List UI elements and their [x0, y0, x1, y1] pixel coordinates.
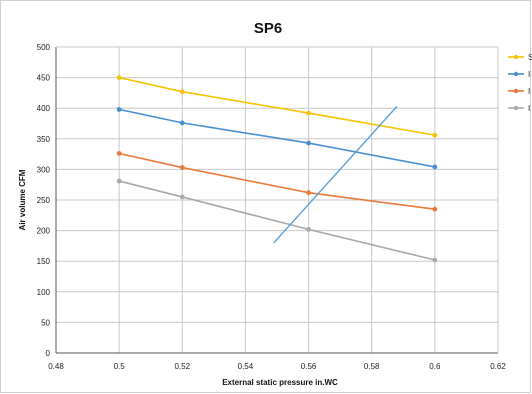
- y-tick-label: 150: [37, 257, 51, 266]
- axes: [55, 46, 499, 354]
- y-tick-label: 450: [37, 74, 51, 83]
- legend-label: S: [528, 53, 532, 62]
- data-point: [116, 107, 122, 112]
- legend-swatch-marker: [513, 105, 519, 111]
- x-tick-labels: 0.48 0.5 0.52 0.54 0.56 0.58 0.6 0.62: [48, 362, 506, 371]
- y-tick-label: 0: [46, 349, 51, 358]
- data-point: [179, 89, 185, 95]
- y-tick-label: 100: [37, 288, 51, 297]
- x-tick-label: 0.48: [48, 362, 64, 371]
- data-point: [432, 257, 438, 263]
- data-point: [179, 120, 185, 126]
- y-tick-label: 250: [37, 196, 51, 205]
- x-tick-label: 0.54: [238, 362, 254, 371]
- y-tick-label: 200: [37, 227, 51, 236]
- x-tick-label: 0.58: [364, 362, 380, 371]
- data-point: [432, 132, 438, 138]
- data-point: [306, 140, 311, 146]
- legend-swatch-marker: [513, 71, 519, 77]
- data-point: [432, 206, 438, 212]
- y-tick-label: 50: [41, 318, 50, 327]
- legend-swatch-marker: [513, 54, 519, 60]
- y-tick-label: 400: [37, 104, 51, 113]
- x-tick-label: 0.6: [429, 362, 441, 371]
- series-line-4: [118, 180, 436, 261]
- data-point: [116, 151, 122, 156]
- series-line-1: [118, 76, 435, 136]
- data-point: [306, 190, 311, 196]
- y-axis-label: Air volume CFM: [18, 169, 27, 230]
- y-tick-label: 350: [37, 135, 51, 144]
- grid: [55, 46, 499, 354]
- x-tick-label: 0.56: [301, 362, 317, 371]
- chart-title: SP6: [254, 20, 282, 37]
- data-point: [432, 164, 438, 170]
- data-point: [179, 165, 185, 170]
- data-point: [306, 226, 311, 232]
- legend-label: I: [528, 104, 530, 113]
- series-line-2: [118, 108, 436, 168]
- x-tick-label: 0.62: [490, 362, 506, 371]
- x-tick-label: 0.5: [114, 362, 126, 371]
- x-tick-label: 0.52: [174, 362, 190, 371]
- data-point: [179, 194, 185, 200]
- legend-label: I: [528, 87, 530, 96]
- data-point: [116, 75, 122, 80]
- y-tick-label: 500: [37, 43, 51, 52]
- y-tick-labels: 0 50 100 150 200 250 300 350 400 450 500: [37, 43, 51, 358]
- series-line-3: [118, 152, 435, 210]
- x-axis-label: External static pressure in.WC: [222, 378, 338, 387]
- legend-label: I: [528, 70, 530, 79]
- series-group: [116, 75, 438, 263]
- data-point: [116, 178, 122, 184]
- system-curve-line: [273, 105, 398, 244]
- legend-swatch-marker: [513, 88, 519, 94]
- y-tick-label: 300: [37, 165, 51, 174]
- data-point: [306, 110, 311, 116]
